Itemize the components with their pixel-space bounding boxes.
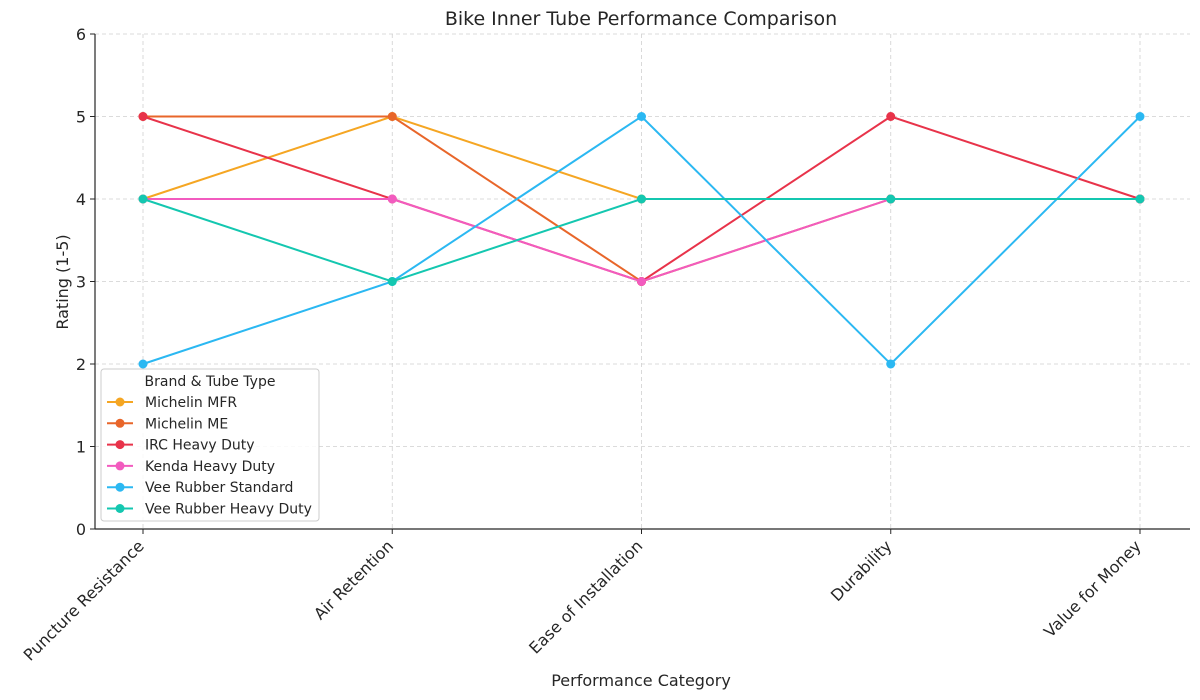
data-point (387, 194, 397, 204)
y-tick-label: 5 (76, 108, 86, 127)
y-tick-label: 4 (76, 190, 86, 209)
legend-label: Vee Rubber Standard (145, 480, 293, 496)
legend-label: Kenda Heavy Duty (145, 459, 275, 475)
legend-label: Vee Rubber Heavy Duty (145, 502, 312, 518)
data-point (637, 112, 646, 121)
legend-item: Kenda Heavy Duty (107, 459, 275, 475)
legend-label: Michelin ME (145, 416, 228, 432)
legend-item: Michelin ME (107, 416, 228, 432)
legend-item: Vee Rubber Standard (107, 480, 293, 496)
legend-swatch-marker (115, 504, 125, 513)
data-point (886, 194, 896, 204)
legend-item: IRC Heavy Duty (107, 438, 255, 454)
legend-swatch-marker (115, 440, 125, 450)
y-tick-label: 2 (76, 355, 86, 374)
y-tick-label: 0 (76, 520, 86, 539)
x-tick-label: Value for Money (1040, 536, 1145, 641)
x-tick-label: Ease of Installation (525, 536, 646, 657)
legend-label: IRC Heavy Duty (145, 438, 255, 454)
data-point (1135, 112, 1145, 121)
data-point (387, 112, 397, 121)
legend-swatch-marker (115, 397, 125, 407)
data-point (138, 359, 148, 369)
legend: Brand & Tube Type Michelin MFR Michelin ME… (100, 368, 320, 522)
legend-box (100, 368, 320, 522)
data-point (637, 194, 646, 204)
legend-item: Michelin MFR (107, 395, 237, 411)
data-point (138, 112, 148, 121)
axes: 0 1 2 3 4 5 6 Puncture Resistance Air Retention E… (20, 25, 1190, 665)
data-point (138, 194, 148, 204)
data-point (637, 277, 646, 286)
y-axis-title: Rating (1-5) (53, 234, 72, 329)
series-vee-rubber-heavy-duty (138, 194, 1145, 286)
data-point (886, 112, 896, 121)
x-axis-title: Performance Category (551, 671, 731, 690)
legend-swatch-marker (115, 418, 125, 428)
y-tick-label: 3 (76, 273, 86, 292)
chart-title: Bike Inner Tube Performance Comparison (445, 8, 837, 30)
data-point (1135, 194, 1145, 204)
y-tick-label: 6 (76, 25, 86, 44)
data-point (387, 277, 397, 286)
legend-title: Brand & Tube Type (145, 374, 276, 390)
x-tick-label: Puncture Resistance (20, 536, 148, 664)
x-tick-label: Air Retention (310, 536, 397, 623)
x-tick-label: Durability (827, 536, 896, 605)
y-tick-label: 1 (76, 438, 86, 457)
legend-item: Vee Rubber Heavy Duty (107, 502, 312, 518)
legend-swatch-marker (115, 461, 125, 471)
series-group (138, 112, 1145, 369)
legend-swatch-marker (115, 482, 125, 492)
legend-label: Michelin MFR (145, 395, 237, 411)
data-point (886, 359, 896, 369)
